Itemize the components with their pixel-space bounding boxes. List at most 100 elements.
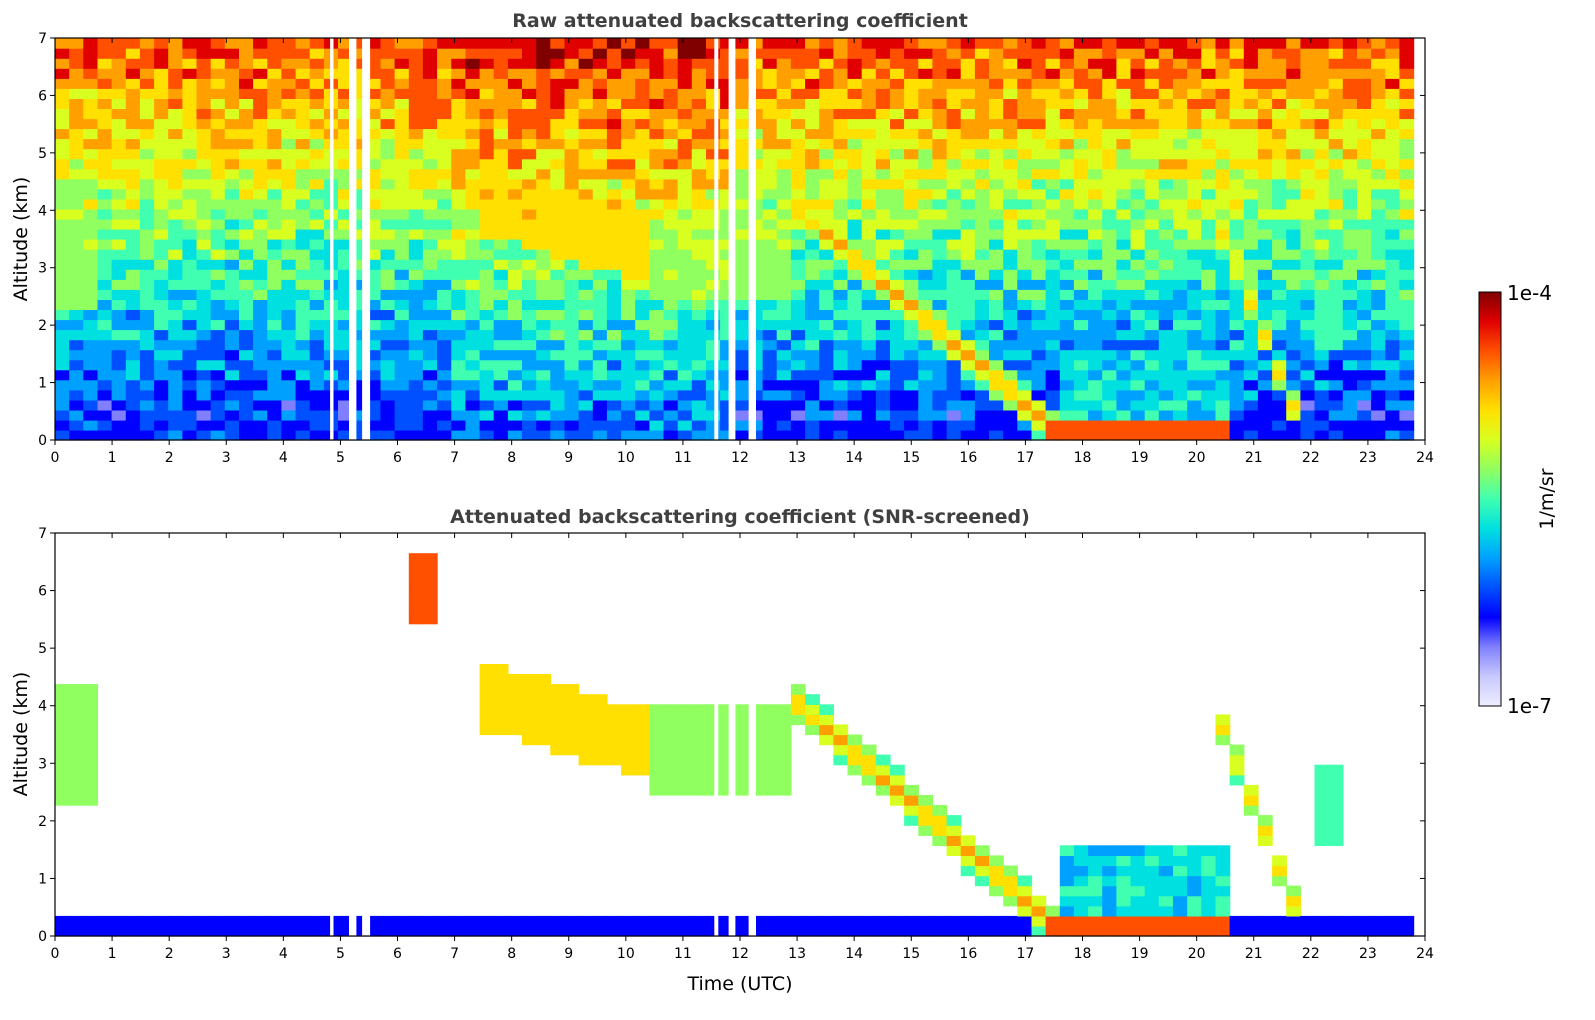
heatmap-cell xyxy=(1130,108,1146,120)
heatmap-cell xyxy=(720,724,735,736)
heatmap-cell xyxy=(805,58,820,69)
heatmap-cell xyxy=(621,319,636,331)
heatmap-cell xyxy=(479,309,495,321)
heatmap-cell xyxy=(635,429,650,441)
heatmap-cell xyxy=(479,279,495,290)
heatmap-cell xyxy=(1102,259,1117,270)
heatmap-cell xyxy=(522,299,537,310)
heatmap-cell xyxy=(196,38,212,49)
heatmap-cell xyxy=(1201,218,1217,230)
heatmap-cell xyxy=(239,359,254,371)
heatmap-cell xyxy=(621,704,636,715)
heatmap-cell xyxy=(125,68,141,79)
heatmap-cell xyxy=(111,98,127,109)
heatmap-cell xyxy=(281,148,297,160)
heatmap-cell xyxy=(1257,279,1273,290)
heatmap-cell xyxy=(776,754,792,766)
heatmap-cell xyxy=(1059,208,1075,220)
heatmap-cell xyxy=(168,68,183,79)
heatmap-cell xyxy=(97,419,113,431)
heatmap-cell xyxy=(1328,429,1344,441)
heatmap-cell xyxy=(974,78,990,89)
heatmap-cell xyxy=(861,409,877,421)
heatmap-cell xyxy=(904,399,919,411)
heatmap-cell xyxy=(1243,78,1259,89)
heatmap-cell xyxy=(1045,158,1061,170)
heatmap-cell xyxy=(805,198,820,210)
heatmap-cell xyxy=(1031,168,1047,180)
heatmap-cell xyxy=(55,269,70,280)
heatmap-cell xyxy=(1088,389,1103,401)
heatmap-cell xyxy=(224,329,240,341)
heatmap-cell xyxy=(422,389,438,401)
heatmap-cell xyxy=(1314,279,1330,290)
heatmap-cell xyxy=(904,68,919,79)
heatmap-cell xyxy=(635,48,650,59)
heatmap-cell xyxy=(663,239,679,250)
heatmap-cell xyxy=(437,88,452,99)
heatmap-cell xyxy=(890,399,905,411)
heatmap-cell xyxy=(1300,309,1316,321)
heatmap-cell xyxy=(295,299,311,310)
heatmap-cell xyxy=(1017,228,1033,240)
heatmap-cell xyxy=(352,369,367,381)
heatmap-cell xyxy=(1300,138,1316,150)
heatmap-cell xyxy=(1144,48,1160,59)
heatmap-cell xyxy=(97,349,113,361)
heatmap-cell xyxy=(790,138,806,150)
heatmap-cell xyxy=(522,369,537,381)
heatmap-cell xyxy=(253,88,268,99)
heatmap-cell xyxy=(295,158,311,170)
heatmap-cell xyxy=(437,429,452,441)
heatmap-cell xyxy=(550,684,566,695)
heatmap-cell xyxy=(522,48,537,59)
heatmap-cell xyxy=(1045,429,1061,441)
heatmap-cell xyxy=(1144,58,1160,69)
heatmap-cell xyxy=(1300,339,1316,351)
heatmap-cell xyxy=(239,369,254,381)
heatmap-cell xyxy=(1257,48,1273,59)
heatmap-cell xyxy=(606,704,622,715)
heatmap-cell xyxy=(253,108,268,120)
heatmap-cell xyxy=(1286,419,1301,431)
heatmap-cell xyxy=(932,68,948,79)
heatmap-cell xyxy=(974,419,990,431)
heatmap-cell xyxy=(875,78,891,89)
heatmap-cell xyxy=(1286,178,1301,190)
heatmap-cell xyxy=(1031,48,1047,59)
heatmap-cell xyxy=(295,88,311,99)
heatmap-cell xyxy=(1088,108,1103,120)
heatmap-cell xyxy=(805,714,820,726)
heatmap-cell xyxy=(1243,128,1259,140)
x-tick-label: 19 xyxy=(1131,450,1149,466)
heatmap-cell xyxy=(1399,58,1415,69)
heatmap-cell xyxy=(1088,329,1103,341)
heatmap-cell xyxy=(1017,188,1033,200)
heatmap-cell xyxy=(182,98,198,109)
heatmap-cell xyxy=(522,339,537,351)
heatmap-cell xyxy=(1003,239,1018,250)
heatmap-cell xyxy=(210,359,226,371)
heatmap-cell xyxy=(819,734,834,746)
heatmap-cell xyxy=(1286,98,1301,109)
heatmap-cell xyxy=(408,563,424,574)
heatmap-cell xyxy=(833,329,849,341)
heatmap-cell xyxy=(932,178,948,190)
heatmap-cell xyxy=(1116,289,1132,300)
heatmap-cell xyxy=(847,58,863,69)
heatmap-cell xyxy=(522,98,537,109)
heatmap-cell xyxy=(776,208,792,220)
heatmap-cell xyxy=(762,158,778,170)
heatmap-cell xyxy=(592,339,608,351)
heatmap-cell xyxy=(1215,895,1231,907)
heatmap-cell xyxy=(1371,379,1386,391)
heatmap-cell xyxy=(196,78,212,89)
heatmap-cell xyxy=(139,399,155,411)
heatmap-cell xyxy=(635,289,650,300)
heatmap-cell xyxy=(1116,875,1132,887)
heatmap-cell xyxy=(1314,188,1330,200)
heatmap-cell xyxy=(1328,218,1344,230)
heatmap-cell xyxy=(69,714,84,726)
heatmap-cell xyxy=(734,359,750,371)
